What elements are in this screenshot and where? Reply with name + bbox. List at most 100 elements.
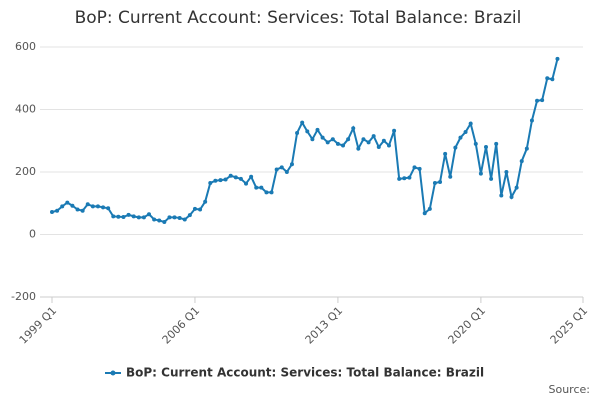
data-point	[167, 215, 172, 220]
data-point	[397, 176, 402, 181]
data-point	[157, 218, 162, 223]
data-point	[111, 214, 116, 219]
data-point	[269, 190, 274, 195]
data-point	[249, 174, 254, 179]
data-point	[535, 98, 540, 103]
data-point	[514, 185, 519, 190]
data-point	[95, 204, 100, 209]
chart-title: BoP: Current Account: Services: Total Ba…	[75, 8, 522, 28]
data-point	[259, 185, 264, 190]
data-point	[463, 130, 468, 134]
data-point	[361, 137, 366, 142]
data-point	[509, 195, 514, 199]
data-point	[458, 135, 463, 140]
data-point	[126, 212, 131, 217]
data-point	[106, 206, 111, 211]
data-point	[519, 159, 524, 164]
data-point	[65, 200, 70, 205]
data-point	[346, 137, 351, 142]
data-point	[335, 141, 340, 146]
data-point	[529, 118, 534, 123]
data-point	[524, 146, 529, 151]
x-tick-label: 2013 Q1	[303, 304, 346, 347]
data-point	[545, 76, 550, 81]
data-point	[182, 217, 187, 222]
data-point	[427, 206, 432, 211]
data-point	[473, 141, 478, 146]
data-point	[540, 98, 545, 103]
data-point	[417, 166, 422, 171]
data-point	[504, 170, 509, 174]
data-point	[341, 143, 346, 148]
data-point	[438, 180, 443, 184]
data-point	[371, 134, 376, 139]
data-point	[499, 193, 504, 198]
data-point	[279, 165, 284, 170]
x-tick-label: 1999 Q1	[17, 304, 60, 347]
data-point	[172, 215, 177, 220]
data-point	[483, 145, 488, 149]
data-point	[55, 208, 60, 213]
data-point	[238, 176, 243, 181]
data-point	[300, 120, 305, 125]
x-tick-label: 2006 Q1	[160, 304, 203, 347]
legend-marker	[110, 370, 116, 376]
source: Source:	[549, 383, 591, 396]
data-point	[264, 190, 269, 195]
data-point	[381, 138, 386, 143]
data-point	[136, 215, 141, 220]
data-point	[162, 220, 167, 224]
data-point	[432, 180, 437, 185]
data-point	[402, 176, 407, 181]
data-point	[325, 140, 330, 145]
data-point	[244, 181, 249, 186]
data-point	[90, 204, 95, 209]
data-point	[223, 177, 228, 182]
data-point	[254, 185, 259, 190]
data-point	[376, 145, 381, 149]
data-point	[330, 137, 335, 142]
data-point	[274, 167, 279, 172]
data-point	[489, 176, 494, 181]
data-point	[80, 208, 85, 213]
data-point	[453, 145, 458, 150]
data-point	[351, 126, 356, 131]
data-point	[70, 203, 75, 208]
data-point	[386, 143, 391, 148]
data-point	[228, 173, 233, 178]
data-point	[422, 211, 427, 216]
data-point	[177, 215, 182, 220]
data-point	[147, 212, 152, 217]
data-point	[407, 175, 412, 180]
data-point	[50, 210, 54, 214]
data-point	[152, 217, 157, 222]
data-point	[478, 171, 483, 176]
y-tick-label: 200	[15, 165, 36, 178]
data-point	[75, 207, 80, 212]
data-point	[315, 127, 320, 132]
data-point	[392, 128, 397, 133]
x-tick-label: 2025 Q1	[548, 304, 591, 347]
data-point	[550, 77, 555, 82]
data-point	[121, 215, 126, 219]
data-point	[366, 140, 371, 145]
data-point	[443, 151, 448, 156]
data-point	[60, 204, 65, 209]
data-point	[468, 121, 473, 126]
y-tick-label: -200	[11, 290, 36, 303]
data-point	[85, 202, 90, 207]
data-point	[233, 175, 238, 180]
data-point	[187, 213, 192, 218]
y-tick-label: 600	[15, 40, 36, 53]
data-line	[51, 58, 559, 224]
data-point	[131, 214, 136, 219]
data-point	[289, 162, 294, 167]
legend-label: BoP: Current Account: Services: Total Ba…	[126, 366, 484, 380]
data-point	[412, 165, 417, 170]
data-point	[284, 170, 289, 174]
y-tick-label: 0	[29, 228, 36, 241]
data-point	[192, 206, 197, 211]
data-point	[198, 207, 203, 212]
